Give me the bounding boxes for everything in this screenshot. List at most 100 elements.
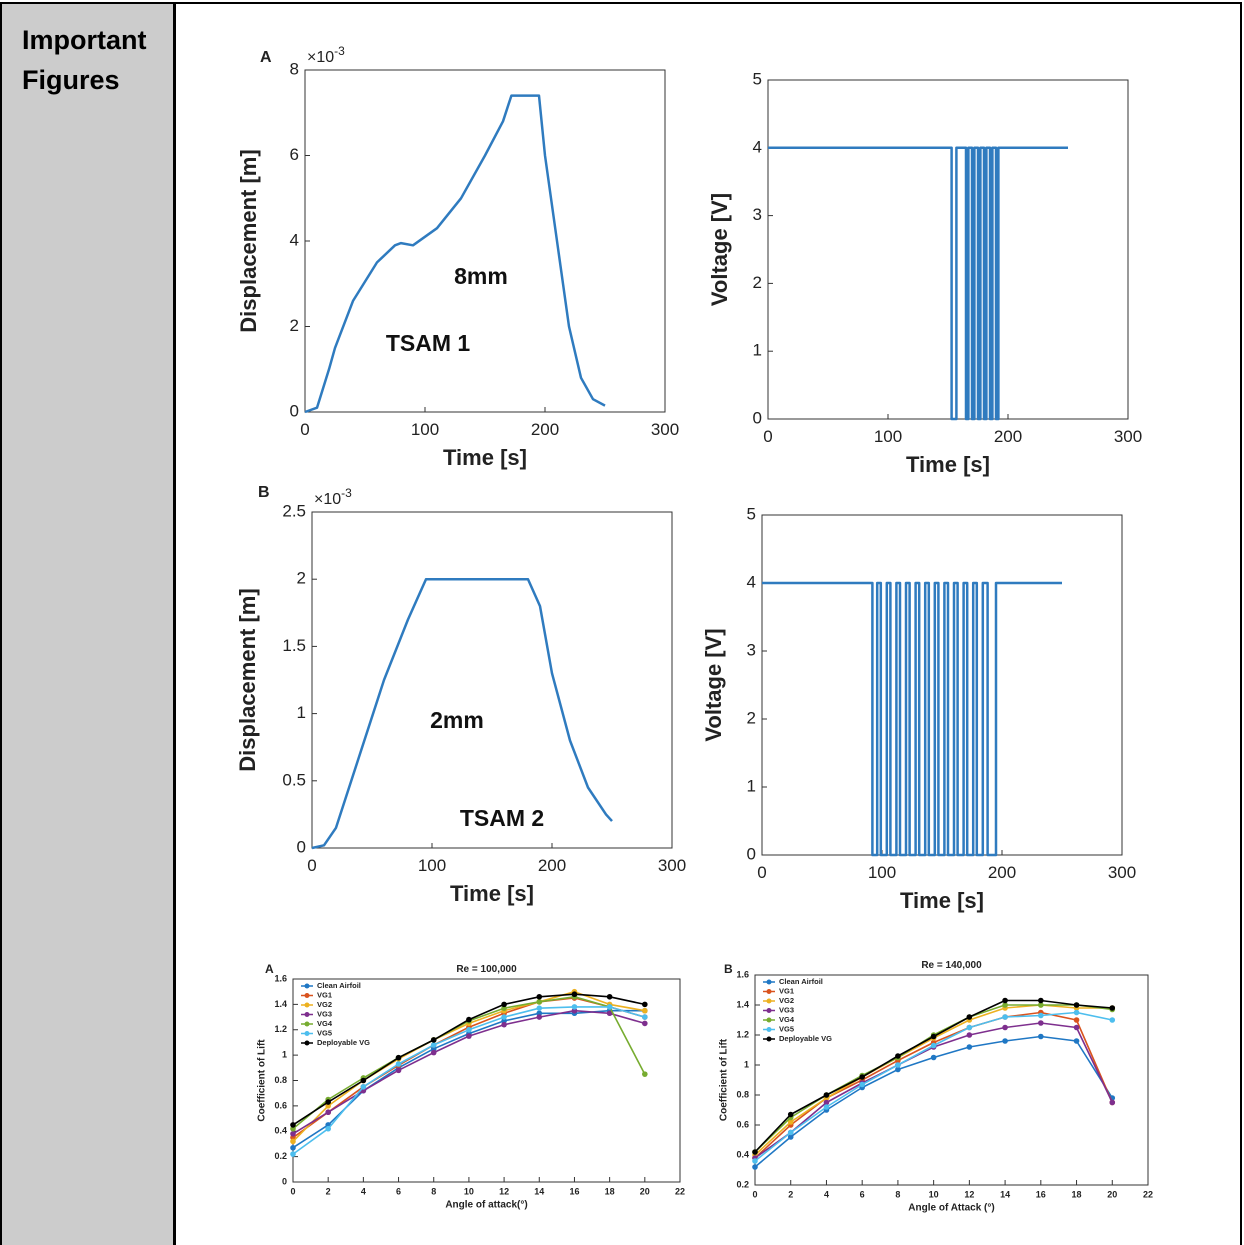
data-point <box>752 1164 758 1170</box>
x-tick-label: 100 <box>411 420 439 439</box>
legend-label: VG4 <box>779 1015 795 1024</box>
data-point <box>536 993 543 1000</box>
x-tick-label: 18 <box>605 1186 615 1196</box>
x-tick-label: 4 <box>361 1186 366 1196</box>
y-axis-label: Coefficient of Lift <box>257 1039 268 1122</box>
legend-label: VG1 <box>779 986 794 995</box>
data-point <box>290 1138 296 1145</box>
data-point <box>290 1151 296 1157</box>
x-tick-label: 200 <box>988 863 1016 882</box>
annotation: 8mm <box>454 263 508 289</box>
y-tick-label: 1.4 <box>736 999 749 1009</box>
x-tick-label: 22 <box>675 1186 685 1196</box>
data-point <box>895 1053 901 1059</box>
data-point <box>1073 1009 1080 1016</box>
data-point <box>466 1026 472 1033</box>
x-tick-label: 200 <box>538 856 566 875</box>
x-tick-label: 300 <box>658 856 686 875</box>
x-tick-label: 14 <box>1000 1189 1010 1199</box>
data-point <box>1109 1005 1116 1011</box>
data-line <box>311 577 613 850</box>
x-tick-label: 2 <box>326 1186 331 1196</box>
data-point <box>895 1062 901 1068</box>
y-tick-label: 1.6 <box>736 969 749 979</box>
y-tick-label: 4 <box>753 137 762 156</box>
y-tick-label: 2 <box>747 708 756 727</box>
data-point <box>930 1054 937 1061</box>
y-tick-label: 3 <box>753 205 762 224</box>
x-tick-label: 16 <box>569 1186 579 1196</box>
x-tick-label: 100 <box>874 427 902 446</box>
data-point <box>1109 1099 1116 1106</box>
data-point <box>752 1158 758 1164</box>
plot-area <box>292 978 681 1183</box>
data-point <box>1038 1033 1044 1040</box>
legend-marker <box>304 1021 310 1027</box>
legend-marker <box>304 983 310 989</box>
data-point <box>966 1032 973 1038</box>
data-point <box>823 1092 830 1098</box>
x-tick-label: 0 <box>290 1186 295 1196</box>
legend-label: VG4 <box>317 1019 333 1028</box>
axis-multiplier: ×10-3 <box>314 486 352 508</box>
data-point <box>606 1010 613 1017</box>
y-tick-label: 0 <box>747 844 756 863</box>
data-point <box>395 1067 402 1074</box>
data-point <box>930 1033 937 1040</box>
x-tick-label: 10 <box>929 1189 939 1199</box>
data-point <box>325 1099 331 1105</box>
data-point <box>859 1074 865 1080</box>
y-tick-label: 0 <box>297 837 306 856</box>
data-point <box>1002 1024 1008 1031</box>
legend-marker <box>304 1012 310 1017</box>
y-tick-label: 1.2 <box>736 1029 749 1039</box>
x-tick-label: 20 <box>1107 1189 1117 1199</box>
data-point <box>325 1125 331 1132</box>
legend-marker <box>304 993 310 998</box>
y-tick-label: 0.4 <box>736 1149 749 1159</box>
x-axis-label: Angle of Attack (°) <box>908 1203 994 1214</box>
x-tick-label: 14 <box>534 1186 544 1196</box>
y-axis-label: Voltage [V] <box>701 628 726 741</box>
data-point <box>1038 997 1044 1004</box>
y-tick-label: 0.2 <box>736 1179 749 1189</box>
legend-marker <box>766 998 772 1004</box>
legend-marker <box>766 989 772 994</box>
y-tick-label: 0.5 <box>282 770 306 789</box>
plot-area <box>754 974 1149 1186</box>
data-point <box>325 1109 331 1116</box>
legend-label: VG2 <box>779 996 794 1005</box>
chart-title: Re = 100,000 <box>456 964 517 975</box>
plot-area <box>304 69 666 413</box>
y-tick-label: 0.4 <box>274 1126 287 1136</box>
legend-label: VG3 <box>317 1009 332 1018</box>
data-point <box>966 1024 973 1031</box>
x-tick-label: 16 <box>1036 1189 1046 1199</box>
legend-label: VG1 <box>317 990 332 999</box>
y-tick-label: 0.8 <box>274 1075 287 1085</box>
y-axis-label: Displacement [m] <box>235 588 260 771</box>
y-tick-label: 1 <box>753 341 762 360</box>
data-point <box>1038 1020 1044 1026</box>
data-point <box>1002 1014 1008 1020</box>
y-tick-label: 2.5 <box>282 501 306 520</box>
y-tick-label: 0.6 <box>736 1119 749 1129</box>
data-point <box>571 991 578 998</box>
data-point <box>1073 1024 1080 1031</box>
x-tick-label: 0 <box>763 427 772 446</box>
y-axis-label: Coefficient of Lift <box>719 1038 730 1121</box>
multiplier-exponent: -3 <box>334 44 345 58</box>
x-tick-label: 2 <box>788 1189 793 1199</box>
data-point <box>536 999 543 1005</box>
y-tick-label: 0.6 <box>274 1100 287 1110</box>
data-point <box>1109 1017 1116 1023</box>
y-tick-label: 0.8 <box>736 1089 749 1099</box>
x-tick-label: 300 <box>1108 863 1136 882</box>
x-tick-label: 0 <box>300 420 309 439</box>
x-tick-label: 8 <box>431 1186 436 1196</box>
x-tick-label: 300 <box>651 420 679 439</box>
data-point <box>1002 1038 1008 1044</box>
legend-marker <box>766 1027 772 1032</box>
y-tick-label: 1.4 <box>274 999 287 1009</box>
